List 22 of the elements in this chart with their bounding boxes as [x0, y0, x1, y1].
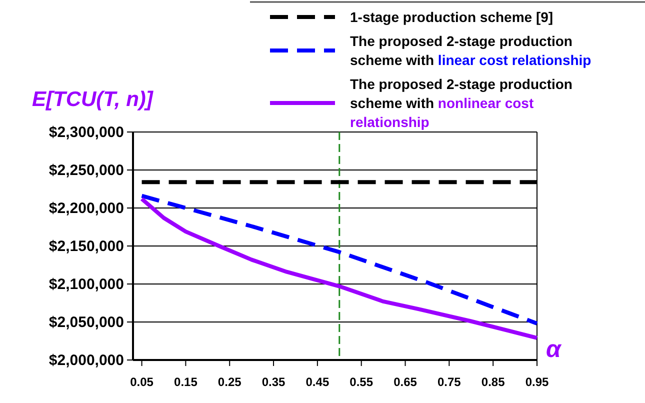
- text: The proposed 2-stage production scheme with linear cost relationship: [350, 33, 592, 68]
- x-tick-label: 0.85: [481, 374, 506, 389]
- y-tick-label: $2,200,000: [48, 200, 124, 217]
- y-axis-title: E[TCU(T, n)]: [32, 88, 154, 111]
- x-tick-label: 0.65: [394, 374, 418, 389]
- x-tick-label: 0.45: [306, 374, 330, 389]
- y-tick-label: $2,000,000: [48, 352, 124, 369]
- x-tick-label: 0.05: [130, 374, 154, 389]
- x-axis-title: α: [546, 336, 562, 363]
- x-tick-label: 0.95: [525, 374, 549, 389]
- y-tick-label: $2,250,000: [48, 162, 124, 179]
- x-tick-label: 0.75: [437, 374, 462, 389]
- x-tick-label: 0.35: [262, 374, 286, 389]
- y-tick-label: $2,050,000: [48, 314, 124, 331]
- y-tick-label: $2,150,000: [48, 238, 124, 255]
- text: The proposed 2-stage production scheme with nonlinear cost relationship: [350, 76, 572, 130]
- y-tick-label: $2,100,000: [48, 276, 124, 293]
- x-tick-label: 0.15: [174, 374, 198, 389]
- y-tick-label: $2,300,000: [48, 124, 124, 141]
- x-tick-label: 0.25: [218, 374, 242, 389]
- legend-label: 1-stage production scheme [9]: [350, 9, 554, 25]
- x-tick-label: 0.55: [350, 374, 374, 389]
